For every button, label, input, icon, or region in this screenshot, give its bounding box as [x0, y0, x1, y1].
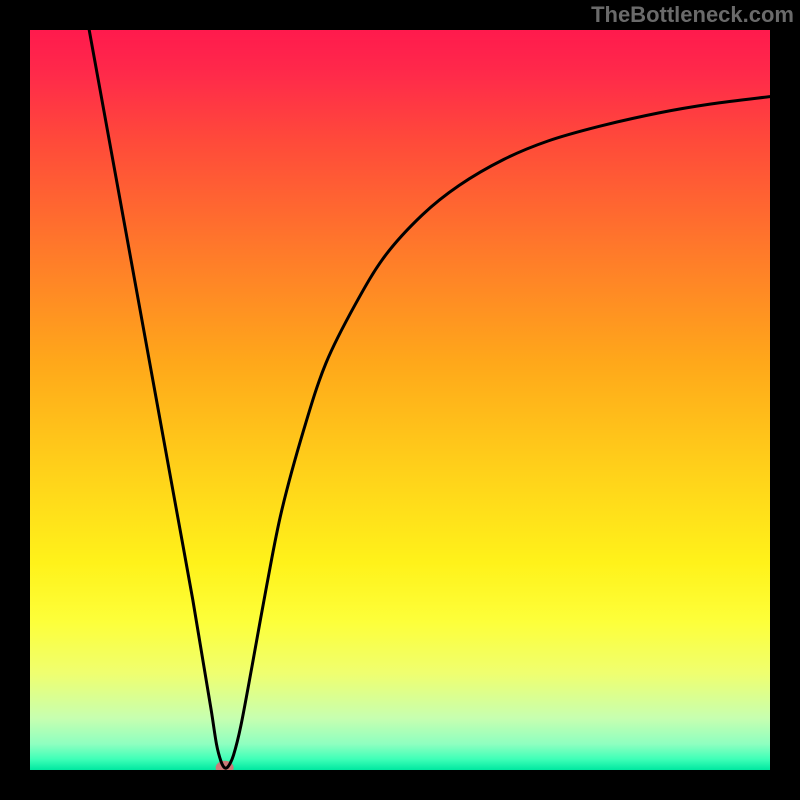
watermark-text: TheBottleneck.com	[591, 2, 794, 28]
curve-layer	[30, 30, 770, 770]
chart-container: TheBottleneck.com	[0, 0, 800, 800]
bottleneck-curve	[89, 30, 770, 768]
plot-area	[30, 30, 770, 770]
